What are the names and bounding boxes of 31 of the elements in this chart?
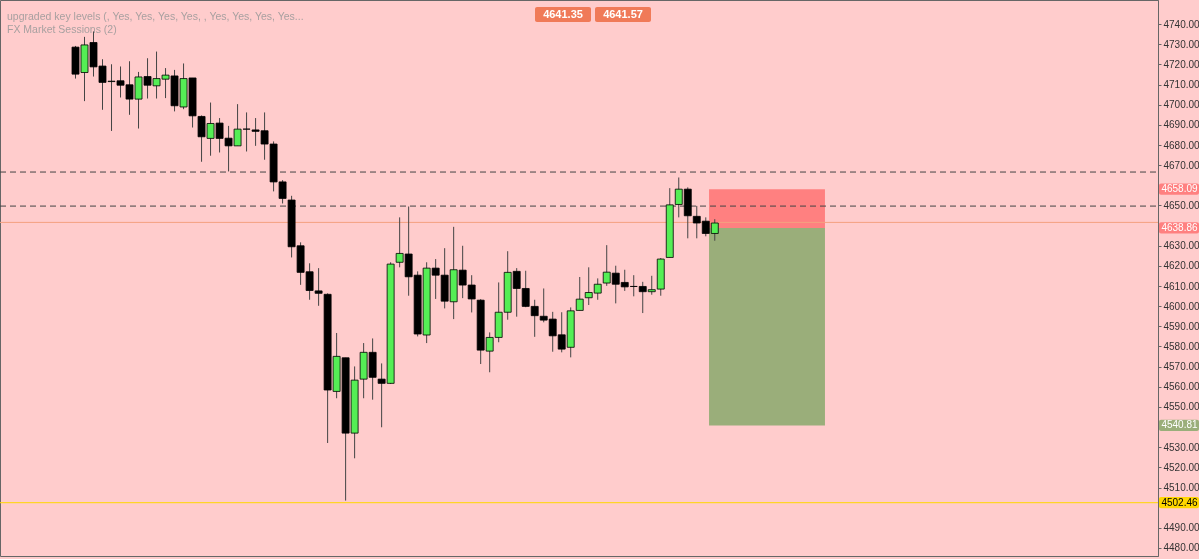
y-tick-label: 4520.00 <box>1163 461 1199 473</box>
y-tick-label: 4620.00 <box>1163 260 1199 272</box>
y-tick-label: 4670.00 <box>1163 159 1199 171</box>
y-tick-label: 4480.00 <box>1163 542 1199 554</box>
y-tick-label: 4580.00 <box>1163 340 1199 352</box>
y-tick-label: 4680.00 <box>1163 139 1199 151</box>
y-tick-label: 4730.00 <box>1163 38 1199 50</box>
annotation: 4641.35 <box>543 8 583 20</box>
y-tick-label: 4600.00 <box>1163 300 1199 312</box>
y-tick-label: 4710.00 <box>1163 79 1199 91</box>
y-tick-label: 4740.00 <box>1163 18 1199 30</box>
annotation: upgraded key levels (, Yes, Yes, Yes, Yes, , Yes, Yes, Yes, Yes... <box>7 10 304 22</box>
ref-line-label: 4502.46 <box>1161 496 1199 508</box>
y-tick-label: 4590.00 <box>1163 320 1199 332</box>
y-tick-label: 4510.00 <box>1163 482 1199 494</box>
y-tick-label: 4570.00 <box>1163 361 1199 373</box>
y-tick-label: 4700.00 <box>1163 99 1199 111</box>
y-tick-label: 4560.00 <box>1163 381 1199 393</box>
y-tick-label: 4550.00 <box>1163 401 1199 413</box>
y-tick-label: 4720.00 <box>1163 58 1199 70</box>
annotation: 4641.57 <box>603 8 643 20</box>
y-tick-label: 4630.00 <box>1163 240 1199 252</box>
y-tick-label: 4650.00 <box>1163 199 1199 211</box>
text: 4540.81 <box>1161 419 1199 431</box>
y-tick-label: 4610.00 <box>1163 280 1199 292</box>
y-tick-label: 4530.00 <box>1163 441 1199 453</box>
y-tick-label: 4490.00 <box>1163 522 1199 534</box>
annotation: FX Market Sessions (2) <box>7 23 117 35</box>
y-tick-label: 4690.00 <box>1163 119 1199 131</box>
text: 4638.86 <box>1161 221 1199 233</box>
text: 4658.09 <box>1161 183 1199 195</box>
